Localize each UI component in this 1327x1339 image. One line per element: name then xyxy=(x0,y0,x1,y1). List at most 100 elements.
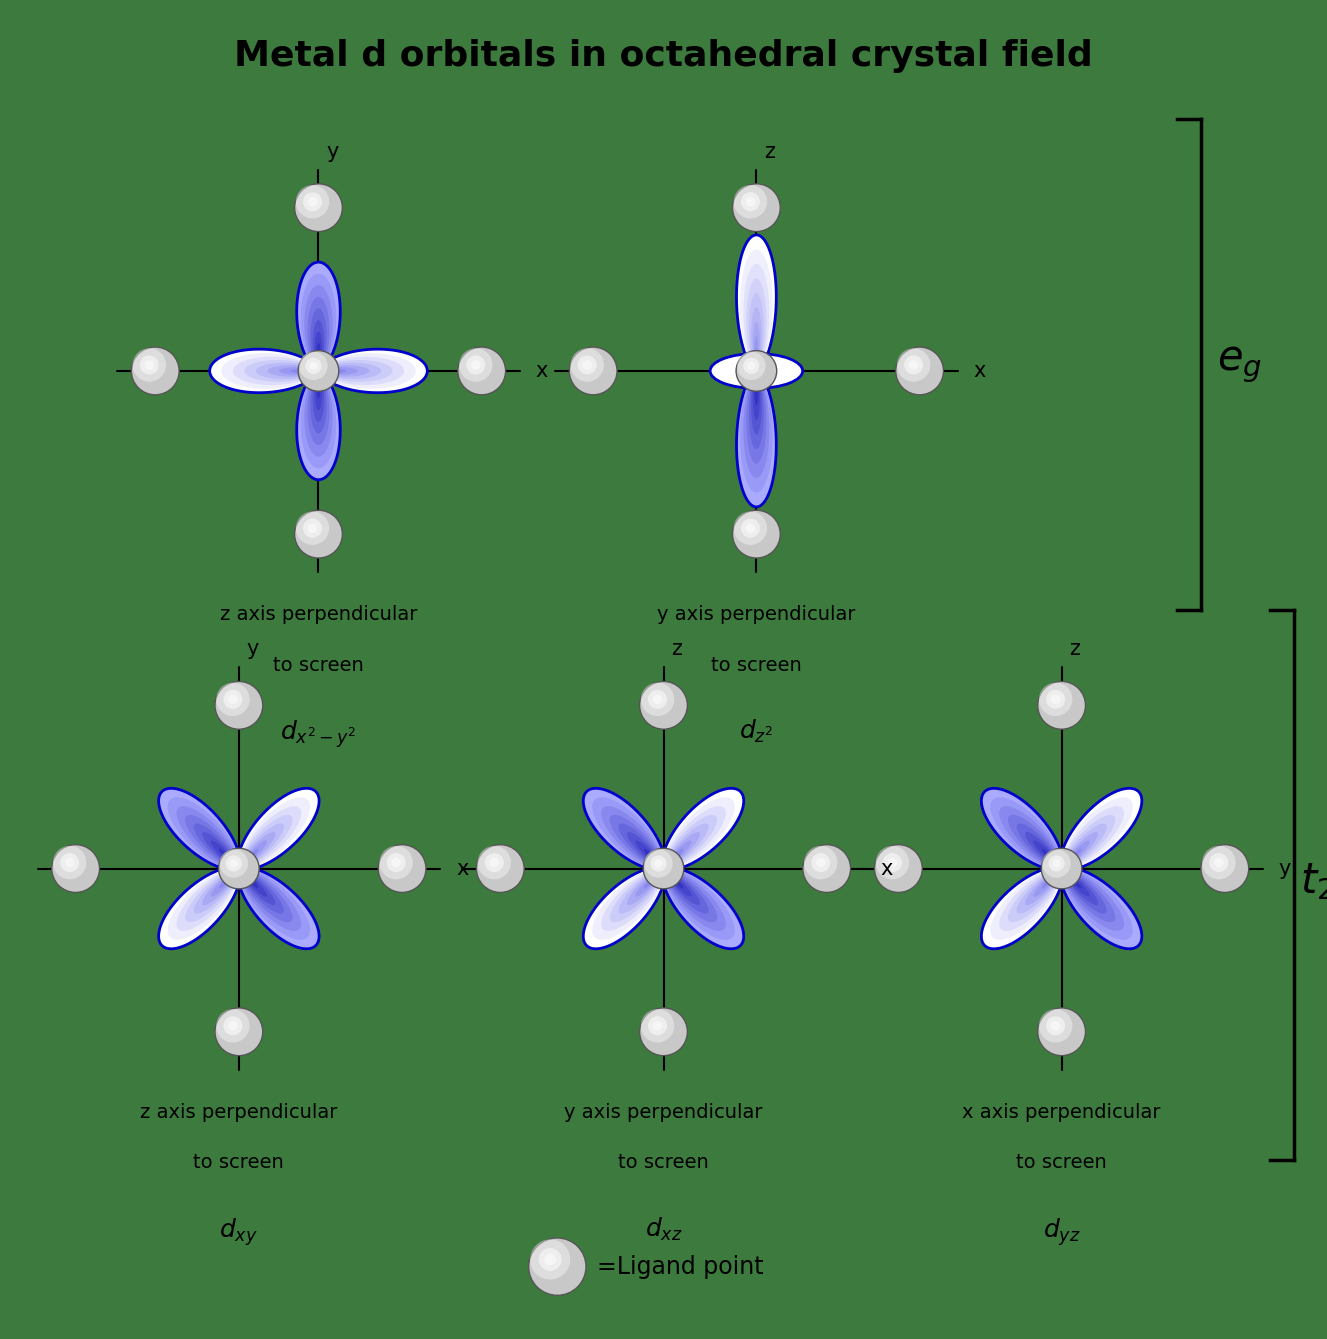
Circle shape xyxy=(223,690,243,708)
Circle shape xyxy=(653,695,662,704)
Polygon shape xyxy=(1062,869,1082,888)
Polygon shape xyxy=(662,868,735,940)
Polygon shape xyxy=(318,353,415,388)
Polygon shape xyxy=(239,857,251,869)
Polygon shape xyxy=(1062,868,1107,913)
Polygon shape xyxy=(664,868,726,931)
Polygon shape xyxy=(610,868,664,923)
Polygon shape xyxy=(1062,868,1115,923)
Polygon shape xyxy=(308,297,329,371)
Circle shape xyxy=(1214,858,1223,868)
Circle shape xyxy=(904,355,924,375)
Circle shape xyxy=(897,348,930,382)
Polygon shape xyxy=(318,366,369,376)
Polygon shape xyxy=(318,368,346,374)
Circle shape xyxy=(309,362,317,370)
Circle shape xyxy=(577,355,597,375)
Polygon shape xyxy=(662,797,735,869)
Circle shape xyxy=(734,185,767,218)
Polygon shape xyxy=(755,336,758,371)
Circle shape xyxy=(303,193,322,212)
Circle shape xyxy=(1209,853,1229,872)
Polygon shape xyxy=(601,868,664,931)
Text: $d_{z^2}$: $d_{z^2}$ xyxy=(739,718,774,746)
Circle shape xyxy=(490,858,499,868)
Polygon shape xyxy=(652,869,664,880)
Text: z: z xyxy=(671,639,682,659)
Polygon shape xyxy=(748,293,764,371)
Polygon shape xyxy=(1062,849,1082,869)
Polygon shape xyxy=(662,789,743,870)
Circle shape xyxy=(528,1239,587,1295)
Text: to screen: to screen xyxy=(194,1153,284,1173)
Polygon shape xyxy=(176,868,239,931)
Circle shape xyxy=(1042,848,1082,889)
Polygon shape xyxy=(318,360,393,382)
Circle shape xyxy=(295,510,342,558)
Polygon shape xyxy=(239,869,259,888)
Polygon shape xyxy=(194,868,239,913)
Circle shape xyxy=(303,518,322,538)
Polygon shape xyxy=(1009,868,1062,923)
Polygon shape xyxy=(211,869,239,897)
Circle shape xyxy=(380,846,413,880)
Polygon shape xyxy=(279,367,318,375)
Polygon shape xyxy=(256,363,318,379)
Polygon shape xyxy=(1016,823,1062,869)
Circle shape xyxy=(230,860,238,868)
Polygon shape xyxy=(592,797,665,869)
Circle shape xyxy=(459,348,492,382)
Polygon shape xyxy=(227,857,239,869)
Polygon shape xyxy=(317,371,320,387)
Circle shape xyxy=(296,511,329,545)
Polygon shape xyxy=(313,371,324,422)
Polygon shape xyxy=(1062,857,1074,869)
Circle shape xyxy=(308,524,317,533)
Polygon shape xyxy=(1009,815,1062,869)
Polygon shape xyxy=(664,815,717,869)
Polygon shape xyxy=(1024,869,1062,905)
Polygon shape xyxy=(740,371,772,493)
Polygon shape xyxy=(644,849,664,869)
Circle shape xyxy=(654,860,662,868)
Polygon shape xyxy=(1060,868,1133,940)
Text: z: z xyxy=(764,142,775,162)
Polygon shape xyxy=(238,868,318,949)
Circle shape xyxy=(296,185,329,218)
Polygon shape xyxy=(736,371,776,507)
Circle shape xyxy=(391,858,401,868)
Circle shape xyxy=(736,352,766,380)
Polygon shape xyxy=(316,343,321,371)
Circle shape xyxy=(226,856,242,872)
Polygon shape xyxy=(176,806,239,869)
Polygon shape xyxy=(239,815,292,869)
Polygon shape xyxy=(644,869,664,888)
Circle shape xyxy=(484,853,504,872)
Circle shape xyxy=(299,351,338,391)
Circle shape xyxy=(458,347,506,395)
Polygon shape xyxy=(304,285,333,371)
Circle shape xyxy=(740,193,760,212)
Polygon shape xyxy=(664,869,675,880)
Polygon shape xyxy=(618,868,664,913)
Polygon shape xyxy=(664,849,683,869)
Polygon shape xyxy=(311,371,326,434)
Polygon shape xyxy=(314,332,322,371)
Polygon shape xyxy=(664,868,709,913)
Text: x: x xyxy=(974,362,986,380)
Circle shape xyxy=(644,849,673,877)
Polygon shape xyxy=(297,371,340,479)
Circle shape xyxy=(640,682,687,730)
Text: $d_{xz}$: $d_{xz}$ xyxy=(645,1216,682,1243)
Text: x: x xyxy=(456,858,468,878)
Text: z: z xyxy=(1070,639,1080,659)
Polygon shape xyxy=(316,371,321,399)
Circle shape xyxy=(386,853,406,872)
Polygon shape xyxy=(222,353,318,388)
Polygon shape xyxy=(232,356,318,386)
Polygon shape xyxy=(239,869,251,880)
Circle shape xyxy=(1202,846,1235,880)
Polygon shape xyxy=(1034,841,1062,869)
Circle shape xyxy=(888,858,897,868)
Circle shape xyxy=(733,183,780,232)
